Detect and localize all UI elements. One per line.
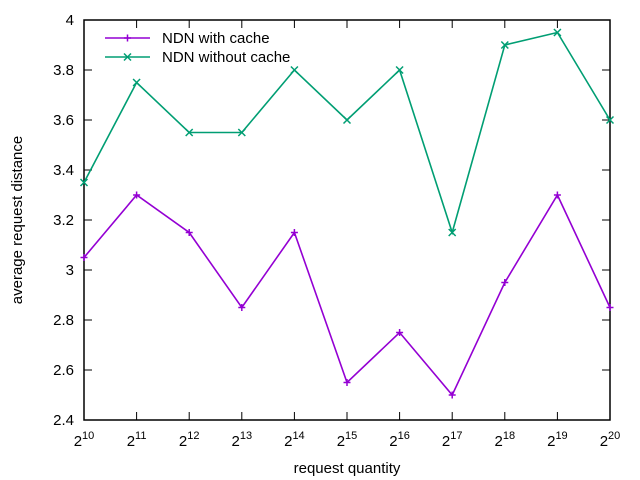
x-tick-exponent: 17 (450, 430, 462, 442)
x-tick-base: 2 (127, 433, 135, 450)
x-tick-exponent: 18 (503, 430, 515, 442)
data-point (448, 228, 457, 237)
x-tick-label: 212 (179, 430, 200, 450)
x-tick-base: 2 (547, 433, 555, 450)
data-point (237, 128, 246, 137)
x-tick-exponent: 15 (345, 430, 357, 442)
x-tick-label: 213 (232, 430, 253, 450)
x-tick-label: 215 (337, 430, 358, 450)
data-point (290, 229, 298, 236)
y-tick-label: 3.6 (53, 112, 74, 129)
data-point (553, 28, 562, 37)
series-with-cache (80, 191, 614, 399)
x-tick-label: 217 (442, 430, 463, 450)
data-point (343, 379, 351, 386)
x-tick-base: 2 (337, 433, 345, 450)
y-tick-label: 4 (66, 12, 74, 29)
y-tick-label: 2.4 (53, 412, 74, 429)
data-point (185, 229, 193, 236)
data-point (500, 40, 509, 50)
data-point (290, 65, 299, 75)
y-axis-label: average request distance (9, 136, 26, 304)
x-tick-base: 2 (179, 433, 187, 450)
y-tick-label: 3 (66, 262, 74, 279)
legend-marker (124, 34, 131, 42)
x-tick-label: 218 (495, 430, 516, 450)
legend-label: NDN with cache (162, 30, 270, 47)
data-point (185, 128, 194, 137)
x-tick-exponent: 12 (187, 430, 199, 442)
data-point (133, 191, 141, 199)
series-without-cache (79, 28, 615, 237)
x-tick-label: 216 (389, 430, 410, 450)
plot-frame-group (83, 19, 611, 421)
y-tick-label: 3.4 (53, 162, 74, 179)
data-point (553, 191, 561, 199)
legend-item: NDN without cache (105, 49, 290, 66)
y-tick-label: 3.8 (53, 62, 74, 79)
x-axis-label: request quantity (294, 460, 401, 477)
legend-label: NDN without cache (162, 49, 290, 66)
x-tick-base: 2 (389, 433, 397, 450)
x-tick-base: 2 (232, 433, 240, 450)
y-tick-label: 3.2 (53, 212, 74, 229)
x-tick-base: 2 (442, 433, 450, 450)
data-point (238, 304, 246, 311)
x-tick-label: 220 (600, 430, 621, 450)
x-tick-base: 2 (600, 433, 608, 450)
x-tick-exponent: 19 (555, 430, 567, 442)
x-tick-label: 211 (127, 430, 147, 450)
series-group (79, 28, 615, 399)
data-point (395, 65, 404, 75)
x-axis: 210 211 212 213 214 215 216 217 218 219 220 (74, 20, 621, 450)
x-tick-exponent: 20 (608, 430, 620, 442)
data-point (605, 115, 615, 125)
x-tick-base: 2 (74, 433, 82, 450)
data-point (342, 115, 352, 125)
x-tick-exponent: 11 (135, 430, 146, 442)
series-line (83, 193, 611, 397)
x-tick-base: 2 (495, 433, 503, 450)
x-tick-base: 2 (284, 433, 292, 450)
x-tick-label: 214 (284, 430, 305, 450)
x-tick-label: 210 (74, 430, 95, 450)
data-point (448, 391, 456, 399)
data-point (132, 78, 141, 87)
x-tick-exponent: 10 (82, 430, 94, 442)
data-point (79, 178, 89, 187)
x-tick-exponent: 13 (240, 430, 252, 442)
legend: NDN with cache NDN without cache (105, 30, 290, 66)
data-point (501, 279, 509, 286)
y-tick-label: 2.8 (53, 312, 74, 329)
y-axis: 2.4 2.6 2.8 3 3.2 3.4 3.6 3.8 4 (53, 12, 610, 429)
x-tick-label: 219 (547, 430, 568, 450)
x-tick-exponent: 14 (292, 430, 304, 442)
plot-frame (83, 19, 611, 421)
data-point (396, 329, 404, 336)
data-point (606, 304, 614, 311)
data-point (80, 254, 88, 261)
y-tick-label: 2.6 (53, 362, 74, 379)
legend-item: NDN with cache (105, 30, 270, 47)
legend-marker (123, 52, 132, 62)
x-tick-exponent: 16 (398, 430, 410, 442)
